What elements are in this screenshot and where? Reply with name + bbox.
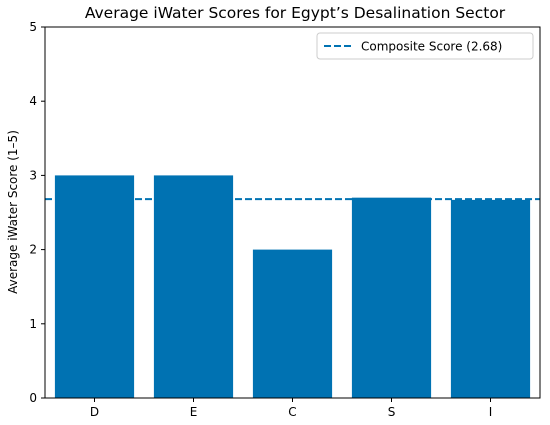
y-axis: 0 1 2 3 4 5 xyxy=(29,20,45,405)
legend-label: Composite Score (2.68) xyxy=(361,40,502,54)
bar-d xyxy=(54,175,135,398)
x-tick-label: C xyxy=(288,405,296,419)
y-tick-label: 5 xyxy=(29,20,37,34)
bars-group xyxy=(54,175,531,398)
y-tick-label: 1 xyxy=(29,317,37,331)
bar-e xyxy=(153,175,234,398)
x-tick-label: S xyxy=(388,405,396,419)
x-tick-label: D xyxy=(90,405,99,419)
y-axis-label: Average iWater Score (1–5) xyxy=(6,130,20,294)
legend-box xyxy=(316,32,534,60)
bar-c xyxy=(252,249,333,398)
chart-title: Average iWater Scores for Egypt’s Desali… xyxy=(85,4,506,22)
y-tick-label: 0 xyxy=(29,391,37,405)
bar-i xyxy=(450,199,531,398)
legend: Composite Score (2.68) xyxy=(316,32,534,60)
y-tick-label: 2 xyxy=(29,243,37,257)
y-tick-label: 4 xyxy=(29,94,37,108)
bar-s xyxy=(351,197,432,398)
y-tick-label: 3 xyxy=(29,168,37,182)
plot-frame xyxy=(44,26,541,399)
x-tick-label: I xyxy=(489,405,493,419)
x-tick-label: E xyxy=(190,405,198,419)
